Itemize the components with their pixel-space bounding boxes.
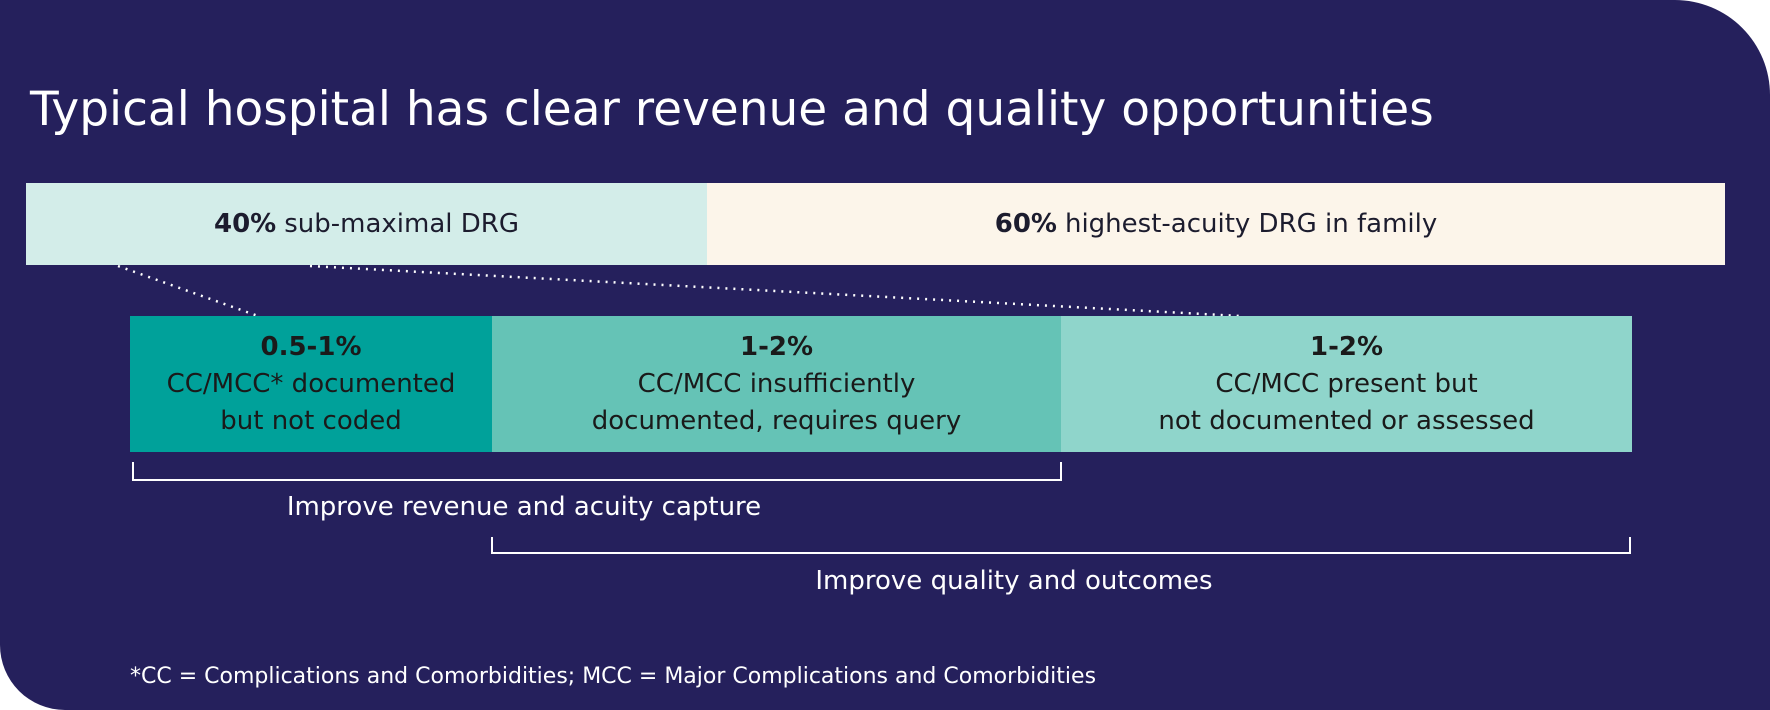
- dotted-line: [309, 264, 1241, 318]
- gap-line: CC/MCC present but: [1215, 368, 1478, 399]
- gap-line: not documented or assessed: [1158, 405, 1535, 436]
- bracket-label: Improve quality and outcomes: [815, 566, 1213, 596]
- gap-line: documented, requires query: [591, 405, 962, 436]
- segment-label: sub-maximal DRG: [284, 209, 519, 239]
- gap-value: 1-2%: [1309, 331, 1384, 362]
- footnote: *CC = Complications and Comorbidities; M…: [130, 664, 1097, 689]
- gap-value: 1-2%: [739, 331, 814, 362]
- gap-line: CC/MCC insufficiently: [637, 368, 916, 399]
- gap-box: 1-2% CC/MCC present but not documented o…: [1061, 316, 1632, 452]
- gap-box: 1-2% CC/MCC insufficiently documented, r…: [492, 316, 1061, 452]
- bracket: [491, 537, 1631, 554]
- segment-label: highest-acuity DRG in family: [1064, 209, 1438, 239]
- bar-segment: 40% sub-maximal DRG: [26, 183, 707, 265]
- gap-value: 0.5-1%: [260, 331, 362, 362]
- gap-line: but not coded: [220, 405, 402, 436]
- bar-segment: 60% highest-acuity DRG in family: [707, 183, 1725, 265]
- segment-value: 60%: [994, 209, 1057, 239]
- bracket-label: Improve revenue and acuity capture: [286, 492, 762, 522]
- bracket: [132, 462, 1062, 481]
- title: Typical hospital has clear revenue and q…: [30, 82, 1434, 137]
- gap-box: 0.5-1% CC/MCC* documented but not coded: [130, 316, 492, 452]
- gap-line: CC/MCC* documented: [166, 368, 456, 399]
- segment-value: 40%: [214, 209, 277, 239]
- dotted-line: [117, 264, 259, 318]
